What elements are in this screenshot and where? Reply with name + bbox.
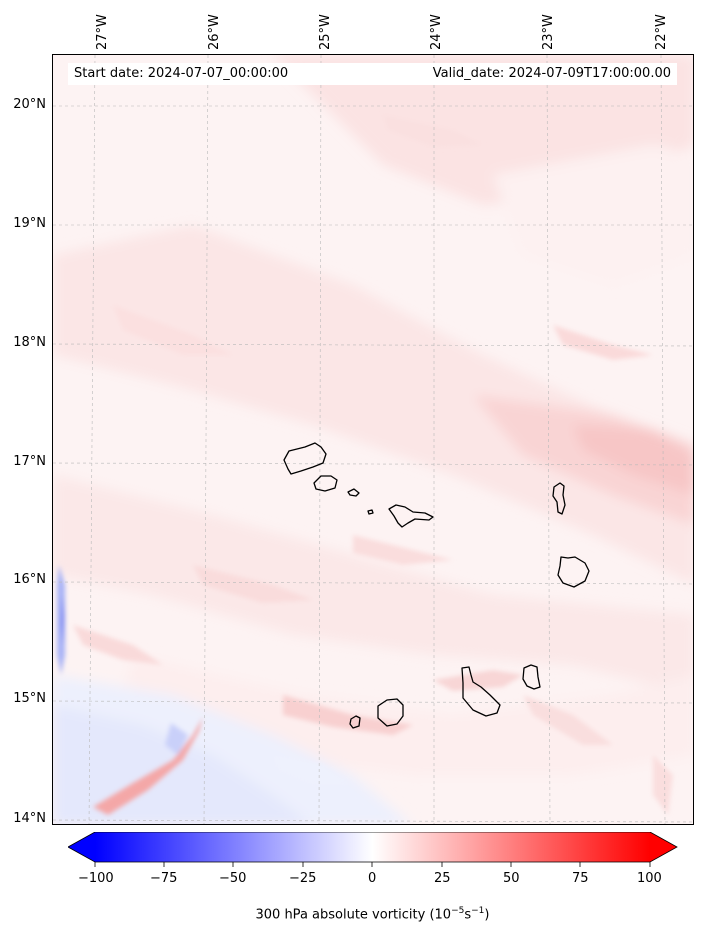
map-gridlines bbox=[53, 55, 693, 824]
lon-label-22w: 22°W bbox=[654, 14, 669, 50]
lat-label-15n: 15°N bbox=[13, 691, 46, 706]
date-header: Start date: 2024-07-07_00:00:00 Valid_da… bbox=[68, 63, 677, 85]
lat-label-18n: 18°N bbox=[13, 335, 46, 350]
start-date-label: Start date: 2024-07-07_00:00:00 bbox=[74, 66, 289, 81]
cb-tick-0: 0 bbox=[368, 871, 377, 886]
lat-label-14n: 14°N bbox=[13, 811, 46, 826]
vorticity-map bbox=[53, 55, 693, 824]
cb-tick-100: 100 bbox=[637, 871, 662, 886]
colorbar bbox=[68, 832, 678, 867]
island-sal bbox=[552, 482, 566, 515]
lon-label-25w: 25°W bbox=[318, 14, 333, 50]
lon-label-26w: 26°W bbox=[207, 14, 222, 50]
cb-tick-neg75: −75 bbox=[150, 871, 178, 886]
coastlines bbox=[283, 442, 590, 729]
colorbar-max-extend bbox=[650, 832, 677, 862]
lat-label-19n: 19°N bbox=[13, 216, 46, 231]
island-santo-antao bbox=[283, 442, 327, 475]
colorbar-gradient bbox=[95, 832, 650, 862]
cb-tick-neg25: −25 bbox=[289, 871, 317, 886]
lon-label-27w: 27°W bbox=[95, 14, 110, 50]
lon-label-24w: 24°W bbox=[429, 14, 444, 50]
island-sao-vicente bbox=[313, 475, 338, 492]
lat-label-20n: 20°N bbox=[13, 97, 46, 112]
cb-tick-50: 50 bbox=[503, 871, 520, 886]
colorbar-ticks bbox=[94, 862, 651, 867]
cb-tick-neg50: −50 bbox=[219, 871, 247, 886]
colorbar-label-exp1: −5 bbox=[451, 906, 465, 916]
island-fogo bbox=[377, 698, 404, 727]
colorbar-label-suffix: ) bbox=[484, 907, 490, 923]
lat-label-17n: 17°N bbox=[13, 454, 46, 469]
island-santa-luzia bbox=[347, 488, 360, 497]
colorbar-min-extend bbox=[68, 832, 95, 862]
colorbar-label: 300 hPa absolute vorticity (10−5s−1) bbox=[0, 906, 703, 922]
island-sao-nicolau bbox=[388, 504, 434, 528]
cb-tick-75: 75 bbox=[572, 871, 589, 886]
colorbar-label-prefix: 300 hPa absolute vorticity (10 bbox=[255, 907, 452, 923]
cb-tick-25: 25 bbox=[434, 871, 451, 886]
island-santiago bbox=[461, 666, 501, 717]
lon-label-23w: 23°W bbox=[541, 14, 556, 50]
island-brava bbox=[349, 715, 361, 729]
map-panel bbox=[52, 54, 694, 825]
colorbar-label-exp2: −1 bbox=[471, 906, 485, 916]
island-boa-vista bbox=[557, 556, 590, 588]
island-branco bbox=[367, 509, 374, 515]
island-maio bbox=[522, 664, 541, 690]
cb-tick-neg100: −100 bbox=[78, 871, 114, 886]
colorbar-label-mid: s bbox=[464, 907, 472, 923]
vorticity-field-detail bbox=[57, 115, 673, 815]
lat-label-16n: 16°N bbox=[13, 572, 46, 587]
valid-date-label: Valid_date: 2024-07-09T17:00:00.00 bbox=[432, 66, 671, 81]
